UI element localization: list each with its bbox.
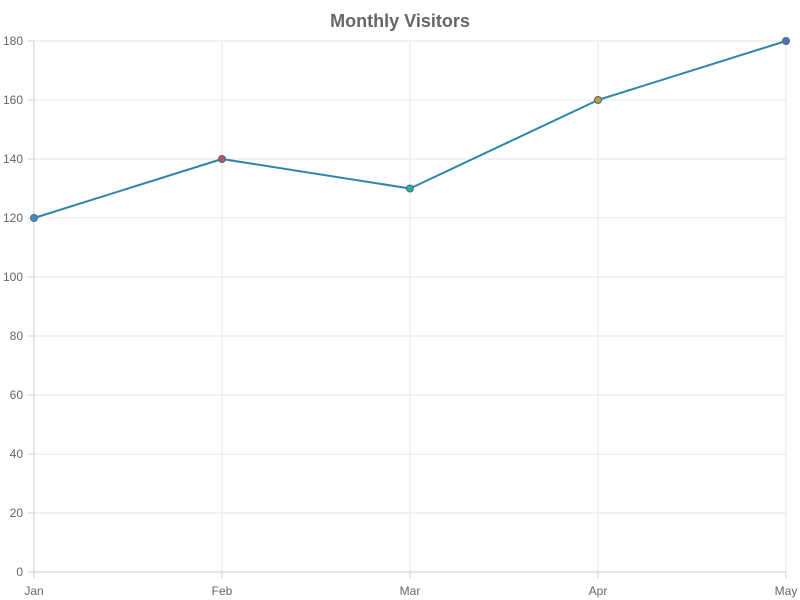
y-tick-label: 120 (3, 211, 23, 225)
x-tick-label: Mar (400, 584, 421, 598)
x-tick-labels: Jan Feb Mar Apr May (24, 584, 797, 598)
x-tick-label: May (775, 584, 798, 598)
y-tick-label: 100 (3, 270, 23, 284)
data-point-jan (30, 214, 38, 222)
data-points (30, 37, 790, 222)
grid-lines (33, 40, 787, 573)
chart-title: Monthly Visitors (330, 11, 470, 31)
data-point-apr (594, 96, 602, 104)
y-tick-label: 160 (3, 93, 23, 107)
y-tick-label: 180 (3, 34, 23, 48)
y-tick-label: 20 (10, 506, 24, 520)
y-tick-label: 0 (16, 565, 23, 579)
x-tick-label: Jan (24, 584, 43, 598)
y-tick-label: 140 (3, 152, 23, 166)
y-tick-label: 60 (10, 388, 24, 402)
y-tick-label: 80 (10, 329, 24, 343)
x-tick-label: Feb (212, 584, 233, 598)
y-tick-label: 40 (10, 447, 24, 461)
data-point-mar (406, 184, 414, 193)
y-tick-labels: 0 20 40 60 80 100 120 140 160 180 (3, 34, 23, 579)
x-tick-label: Apr (589, 584, 608, 598)
axes (28, 40, 787, 578)
data-point-feb (218, 155, 226, 163)
data-point-may (782, 37, 790, 45)
